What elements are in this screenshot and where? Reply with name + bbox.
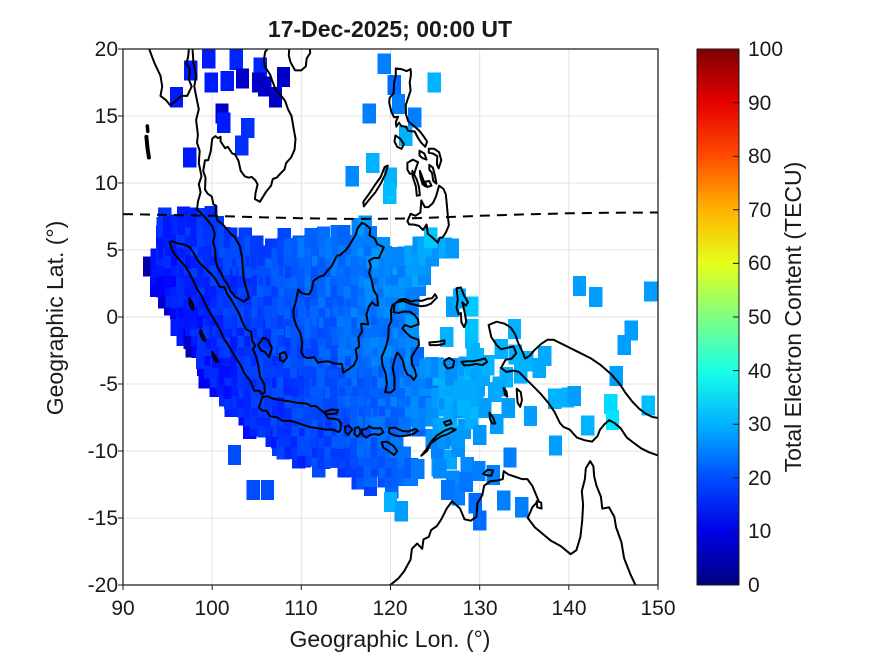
svg-text:-10: -10 xyxy=(88,440,118,463)
svg-text:10: 10 xyxy=(748,520,771,543)
svg-text:Geographic Lon. (°): Geographic Lon. (°) xyxy=(290,626,491,652)
svg-text:-15: -15 xyxy=(88,507,118,530)
svg-text:20: 20 xyxy=(748,467,771,490)
svg-text:50: 50 xyxy=(748,306,771,329)
svg-text:15: 15 xyxy=(95,105,118,128)
svg-text:150: 150 xyxy=(640,597,675,620)
svg-text:100: 100 xyxy=(194,597,229,620)
svg-text:40: 40 xyxy=(748,360,771,383)
svg-text:120: 120 xyxy=(372,597,407,620)
svg-text:Total Electron Content (TECU): Total Electron Content (TECU) xyxy=(780,162,806,473)
svg-text:10: 10 xyxy=(95,172,118,195)
svg-text:140: 140 xyxy=(551,597,586,620)
svg-text:110: 110 xyxy=(284,597,317,620)
svg-text:-5: -5 xyxy=(99,373,118,396)
svg-text:90: 90 xyxy=(748,92,771,115)
svg-text:60: 60 xyxy=(748,252,771,275)
svg-text:0: 0 xyxy=(106,306,118,329)
svg-text:130: 130 xyxy=(462,597,497,620)
svg-text:-20: -20 xyxy=(88,574,118,597)
svg-text:20: 20 xyxy=(95,38,118,61)
svg-text:5: 5 xyxy=(106,239,118,262)
svg-text:Geographic Lat. (°): Geographic Lat. (°) xyxy=(42,221,68,416)
svg-text:90: 90 xyxy=(111,597,134,620)
svg-text:30: 30 xyxy=(748,413,771,436)
svg-text:80: 80 xyxy=(748,145,771,168)
svg-text:0: 0 xyxy=(748,574,760,597)
svg-text:70: 70 xyxy=(748,199,771,222)
svg-text:100: 100 xyxy=(748,38,783,61)
svg-text:17-Dec-2025; 00:00 UT: 17-Dec-2025; 00:00 UT xyxy=(268,16,512,42)
